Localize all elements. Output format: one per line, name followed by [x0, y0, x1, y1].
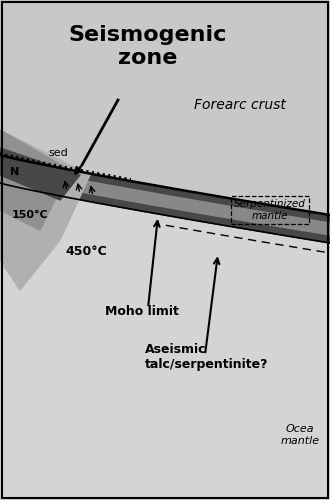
Text: N: N — [10, 167, 19, 177]
Text: Ocea
mantle: Ocea mantle — [280, 424, 319, 446]
Polygon shape — [166, 188, 330, 270]
Polygon shape — [0, 148, 80, 200]
Polygon shape — [0, 130, 90, 290]
Polygon shape — [0, 183, 330, 500]
Polygon shape — [0, 130, 70, 230]
Text: Serpentinized
mantle: Serpentinized mantle — [234, 199, 306, 221]
Text: Aseismic
talc/serpentinite?: Aseismic talc/serpentinite? — [145, 343, 269, 371]
Polygon shape — [0, 0, 330, 215]
Polygon shape — [0, 155, 330, 243]
Text: Forearc crust: Forearc crust — [194, 98, 286, 112]
Text: 450°C: 450°C — [65, 245, 107, 258]
Text: sed: sed — [48, 148, 68, 158]
Text: Seismogenic
zone: Seismogenic zone — [69, 25, 227, 68]
Polygon shape — [0, 163, 330, 235]
Text: Moho limit: Moho limit — [105, 305, 179, 318]
Text: 150°C: 150°C — [12, 210, 49, 220]
